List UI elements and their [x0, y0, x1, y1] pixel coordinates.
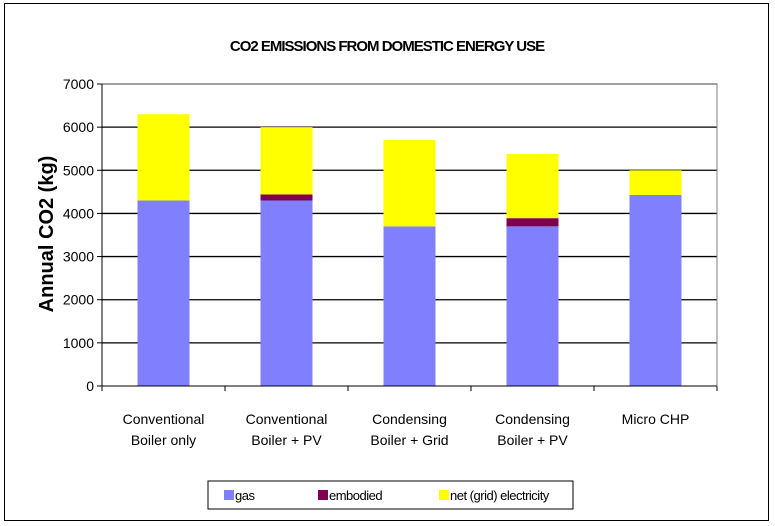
- category-label: Conventional Boiler only: [123, 411, 205, 448]
- y-tick-label: 2000: [63, 292, 94, 308]
- bar-embodied: [260, 194, 313, 201]
- y-tick-label: 6000: [63, 119, 94, 135]
- legend-label: embodied: [329, 488, 382, 503]
- plot-area: 0 1000 2000 3000 4000 5000 6000 7000 Conventiona…: [63, 76, 718, 448]
- y-axis-label: Annual CO2 (kg): [36, 156, 58, 313]
- bar-gas: [137, 200, 190, 386]
- y-tick-label: 1000: [63, 335, 94, 351]
- bar-net-grid-electricity: [260, 127, 313, 195]
- bar-embodied: [506, 218, 559, 227]
- category-label: Condensing Boiler + Grid: [370, 411, 448, 448]
- legend-label: gas: [235, 488, 255, 503]
- bar-net-grid-electricity: [506, 153, 559, 219]
- y-tick-label: 5000: [63, 162, 94, 178]
- category-label: Condensing Boiler + PV: [495, 411, 570, 448]
- bar-gas: [383, 226, 436, 386]
- bar-net-grid-electricity: [629, 170, 682, 195]
- legend-label: net (grid) electricity: [450, 488, 550, 503]
- bar-gas: [260, 200, 313, 386]
- y-tick-label: 0: [86, 378, 94, 394]
- category-label: Micro CHP: [622, 411, 690, 427]
- legend-box: [207, 480, 574, 510]
- chart-title: CO2 EMISSIONS FROM DOMESTIC ENERGY USE: [230, 38, 545, 55]
- y-tick-label: 3000: [63, 249, 94, 265]
- y-tick-label: 7000: [63, 76, 94, 92]
- bar-gas: [506, 226, 559, 386]
- legend-swatch: [318, 490, 328, 500]
- category-label: Conventional Boiler + PV: [246, 411, 328, 448]
- chart-svg: CO2 EMISSIONS FROM DOMESTIC ENERGY USE 0…: [36, 38, 718, 510]
- bar-net-grid-electricity: [383, 140, 436, 227]
- chart-frame: CO2 EMISSIONS FROM DOMESTIC ENERGY USE 0…: [4, 3, 769, 521]
- bar-gas: [629, 194, 682, 386]
- y-tick-label: 4000: [63, 205, 94, 221]
- legend: gas embodied net (grid) electricity: [207, 480, 574, 510]
- bar-net-grid-electricity: [137, 114, 190, 201]
- legend-swatch: [439, 490, 449, 500]
- legend-swatch: [224, 490, 234, 500]
